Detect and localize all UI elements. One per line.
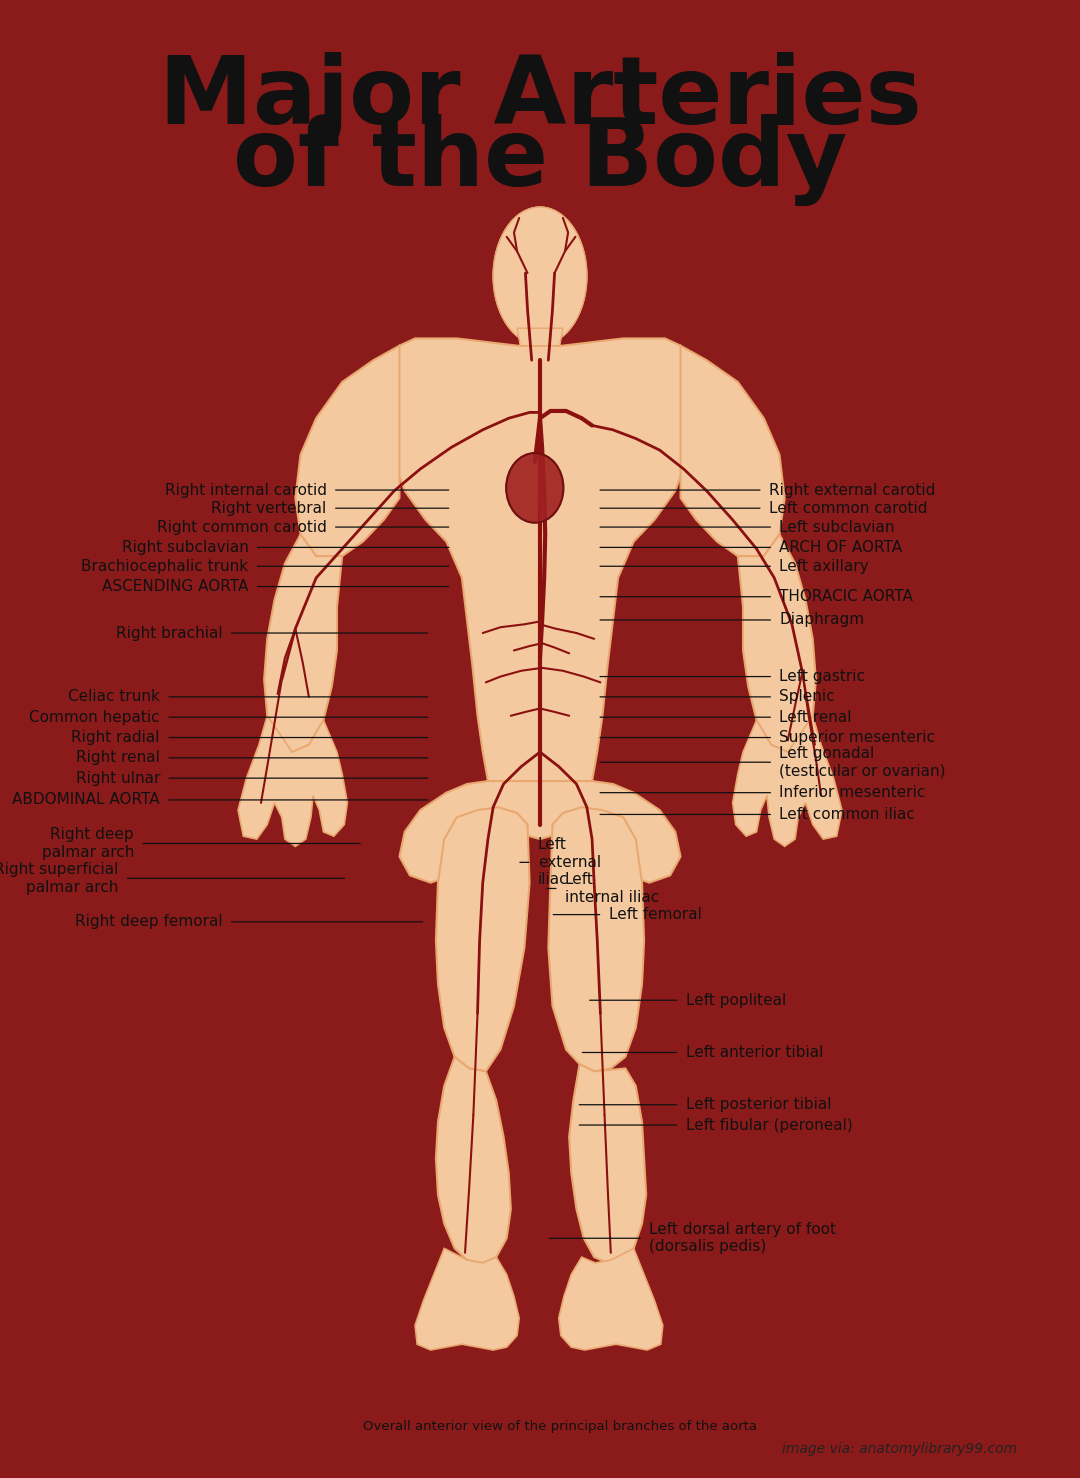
Text: Left subclavian: Left subclavian: [780, 520, 895, 535]
Text: Right superficial
palmar arch: Right superficial palmar arch: [0, 862, 119, 894]
Text: Major Arteries: Major Arteries: [159, 52, 921, 145]
Text: Left dorsal artery of foot
(dorsalis pedis): Left dorsal artery of foot (dorsalis ped…: [649, 1222, 836, 1255]
Text: Superior mesenteric: Superior mesenteric: [780, 730, 935, 745]
Text: Right internal carotid: Right internal carotid: [164, 482, 326, 498]
Text: Common hepatic: Common hepatic: [29, 709, 160, 724]
Text: Left
internal iliac: Left internal iliac: [565, 872, 659, 905]
Text: Right external carotid: Right external carotid: [769, 482, 935, 498]
Polygon shape: [265, 535, 342, 752]
Text: Brachiocephalic trunk: Brachiocephalic trunk: [81, 559, 248, 573]
Polygon shape: [400, 780, 680, 882]
Polygon shape: [379, 338, 701, 780]
Text: Right subclavian: Right subclavian: [122, 539, 248, 554]
Polygon shape: [415, 1249, 519, 1349]
Ellipse shape: [494, 207, 586, 344]
Text: Left fibular (peroneal): Left fibular (peroneal): [686, 1117, 852, 1132]
Text: Splenic: Splenic: [780, 689, 835, 705]
Polygon shape: [738, 535, 815, 752]
Text: ABDOMINAL AORTA: ABDOMINAL AORTA: [12, 792, 160, 807]
Polygon shape: [238, 715, 348, 847]
Polygon shape: [569, 1064, 646, 1262]
Text: Right deep femoral: Right deep femoral: [75, 915, 222, 930]
Polygon shape: [549, 807, 644, 1072]
Polygon shape: [436, 1057, 511, 1262]
Text: of the Body: of the Body: [233, 114, 847, 205]
Text: Right vertebral: Right vertebral: [212, 501, 326, 516]
Text: Right deep
palmar arch: Right deep palmar arch: [42, 828, 134, 860]
Text: Left femoral: Left femoral: [609, 907, 702, 922]
Text: Left gonadal
(testicular or ovarian): Left gonadal (testicular or ovarian): [780, 746, 946, 779]
Text: Right radial: Right radial: [71, 730, 160, 745]
Text: Right common carotid: Right common carotid: [157, 520, 326, 535]
Text: THORACIC AORTA: THORACIC AORTA: [780, 590, 914, 605]
Text: ASCENDING AORTA: ASCENDING AORTA: [103, 579, 248, 594]
Text: Right brachial: Right brachial: [116, 625, 222, 640]
Polygon shape: [732, 715, 842, 847]
Text: ARCH OF AORTA: ARCH OF AORTA: [780, 539, 903, 554]
Text: image via: anatomylibrary99.com: image via: anatomylibrary99.com: [782, 1441, 1017, 1456]
Polygon shape: [517, 328, 563, 346]
Text: Left common iliac: Left common iliac: [780, 807, 916, 822]
Ellipse shape: [507, 454, 564, 523]
Text: Left anterior tibial: Left anterior tibial: [686, 1045, 823, 1060]
Text: Overall anterior view of the principal branches of the aorta: Overall anterior view of the principal b…: [363, 1420, 757, 1434]
Text: Left axillary: Left axillary: [780, 559, 869, 573]
Text: Left
external
iliac: Left external iliac: [538, 838, 602, 887]
Polygon shape: [558, 1249, 663, 1349]
Polygon shape: [295, 346, 400, 556]
Text: Left renal: Left renal: [780, 709, 852, 724]
Text: Celiac trunk: Celiac trunk: [68, 689, 160, 705]
Text: Left gastric: Left gastric: [780, 670, 865, 684]
Text: Left popliteal: Left popliteal: [686, 993, 786, 1008]
Polygon shape: [680, 346, 785, 556]
Text: Inferior mesenteric: Inferior mesenteric: [780, 785, 926, 800]
Polygon shape: [436, 807, 529, 1072]
Text: Left common carotid: Left common carotid: [769, 501, 928, 516]
Text: Diaphragm: Diaphragm: [780, 612, 865, 628]
Text: Left posterior tibial: Left posterior tibial: [686, 1097, 832, 1113]
Text: Right ulnar: Right ulnar: [76, 770, 160, 786]
Text: Right renal: Right renal: [76, 751, 160, 766]
